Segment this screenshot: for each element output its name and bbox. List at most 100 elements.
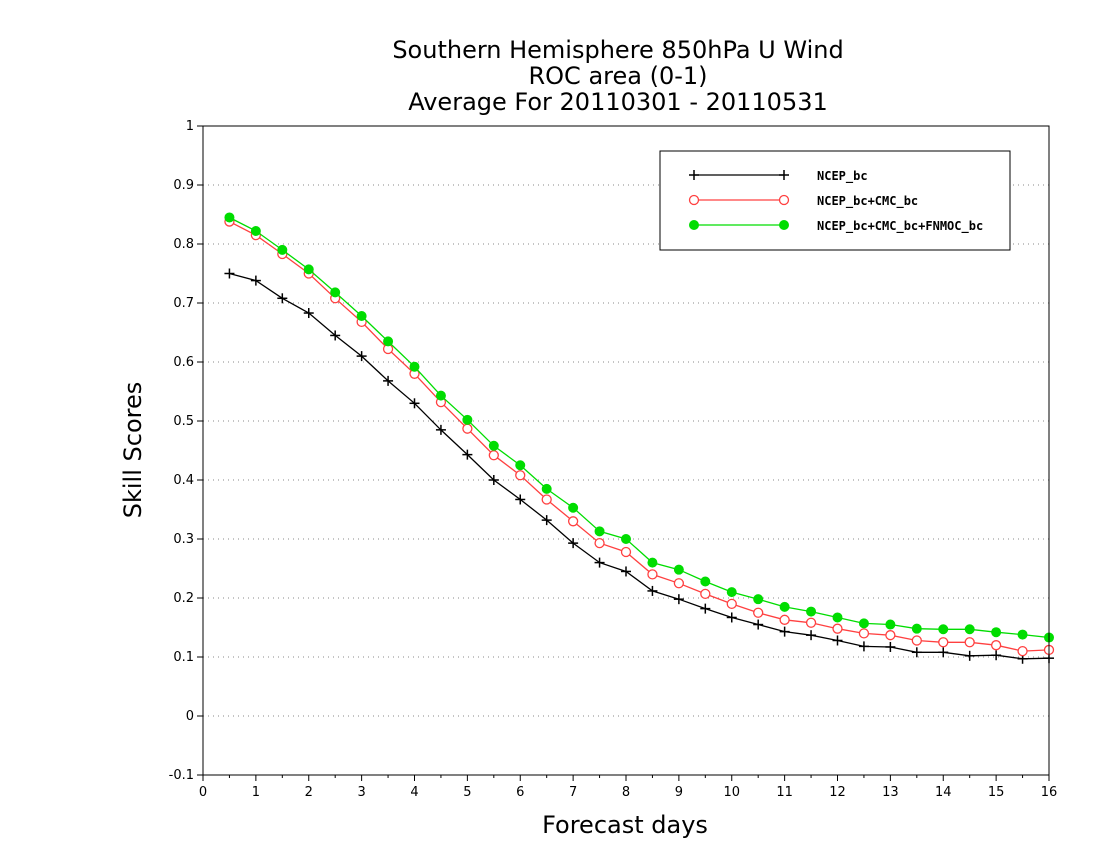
x-tick-label: 16 <box>1041 785 1058 800</box>
plus-marker <box>330 330 341 341</box>
plus-marker <box>409 398 420 409</box>
x-tick-label: 3 <box>357 785 365 800</box>
plus-marker <box>938 647 949 658</box>
series-2 <box>224 216 1055 657</box>
open-circle-marker <box>885 630 896 641</box>
axes: -0.100.10.20.30.40.50.60.70.80.910 1 2 3 4 5 6… <box>169 119 1058 800</box>
y-tick-label: 0.5 <box>173 414 194 429</box>
filled-circle-marker <box>858 618 869 629</box>
plus-marker <box>832 635 843 646</box>
open-circle-marker <box>964 637 975 648</box>
plus-marker <box>964 650 975 661</box>
x-tick-label: 0 <box>199 785 207 800</box>
open-circle-marker <box>673 578 685 589</box>
filled-circle-marker <box>689 220 699 230</box>
title-line-1: Southern Hemisphere 850hPa U Wind <box>392 36 843 64</box>
open-circle-marker <box>515 470 526 481</box>
x-tick-label: 12 <box>829 785 846 800</box>
series-line <box>229 216 1050 639</box>
plus-marker <box>515 494 526 505</box>
plus-marker <box>858 641 869 652</box>
y-tick-label: 0.6 <box>173 355 194 370</box>
plus-marker <box>356 351 367 362</box>
filled-circle-marker <box>673 564 684 575</box>
plus-marker <box>488 475 499 485</box>
plus-marker <box>303 308 314 319</box>
filled-circle-marker <box>647 557 658 568</box>
open-circle-marker <box>805 617 817 628</box>
filled-circle-marker <box>515 460 526 471</box>
filled-circle-marker <box>224 212 235 223</box>
filled-circle-marker <box>779 220 789 230</box>
filled-circle-marker <box>277 244 288 255</box>
x-tick-label: 6 <box>516 785 524 800</box>
plus-marker <box>700 603 711 614</box>
filled-circle-marker <box>832 612 843 623</box>
filled-circle-marker <box>726 587 737 598</box>
plus-marker <box>462 449 473 460</box>
filled-circle-marker <box>779 601 790 612</box>
open-circle-marker <box>726 598 737 610</box>
plus-marker <box>250 275 261 286</box>
filled-circle-marker <box>991 627 1002 638</box>
filled-circle-marker <box>409 361 420 372</box>
title-line-2: ROC area (0-1) <box>528 62 707 90</box>
y-tick-label: 1 <box>186 119 194 134</box>
filled-circle-marker <box>435 390 446 401</box>
plus-marker <box>779 170 789 180</box>
y-tick-label: 0.3 <box>173 532 194 547</box>
open-circle-marker <box>753 607 764 618</box>
filled-circle-marker <box>911 623 922 634</box>
open-circle-marker <box>688 194 700 206</box>
filled-circle-marker <box>594 526 605 537</box>
open-circle-marker <box>488 450 499 461</box>
y-tick-label: 0.7 <box>173 296 194 311</box>
filled-circle-marker <box>753 594 764 605</box>
open-circle-marker <box>938 637 949 648</box>
series-3 <box>224 212 1054 643</box>
open-circle-marker <box>911 635 922 646</box>
plus-marker <box>885 641 896 652</box>
legend-entry: NCEP_bc+CMC_bc+FNMOC_bc <box>689 219 983 234</box>
y-tick-label: 0.2 <box>173 591 194 606</box>
plus-marker <box>689 170 699 180</box>
plus-marker <box>673 594 684 605</box>
y-tick-label: 0.8 <box>173 237 194 252</box>
open-circle-marker <box>700 588 711 600</box>
filled-circle-marker <box>700 576 711 587</box>
filled-circle-marker <box>488 440 499 451</box>
legend-entry: NCEP_bc <box>689 169 868 184</box>
y-axis-label: Skill Scores <box>119 382 147 519</box>
plus-marker <box>753 619 764 630</box>
filled-circle-marker <box>964 624 975 635</box>
x-tick-label: 5 <box>463 785 471 800</box>
filled-circle-marker <box>250 226 261 237</box>
plus-marker <box>991 650 1002 661</box>
open-circle-marker <box>1017 645 1028 657</box>
y-tick-label: 0.1 <box>173 650 194 665</box>
y-tick-label: 0 <box>186 709 194 724</box>
x-axis-label: Forecast days <box>542 811 708 839</box>
plus-marker <box>277 293 288 304</box>
plus-marker <box>435 424 446 435</box>
filled-circle-marker <box>541 483 552 494</box>
open-circle-marker <box>832 623 843 634</box>
plus-marker <box>621 566 631 577</box>
plus-marker <box>568 538 579 549</box>
legend-entry: NCEP_bc+CMC_bc <box>688 194 918 209</box>
title-line-3: Average For 20110301 - 20110531 <box>408 88 828 116</box>
legend-label: NCEP_bc+CMC_bc+FNMOC_bc <box>817 219 983 234</box>
filled-circle-marker <box>383 336 394 347</box>
x-tick-label: 9 <box>675 785 683 800</box>
x-tick-label: 10 <box>723 785 740 800</box>
y-tick-label: -0.1 <box>169 768 194 783</box>
x-tick-label: 11 <box>776 785 793 800</box>
plus-marker <box>541 515 552 526</box>
series-1 <box>224 268 1054 664</box>
y-tick-label: 0.9 <box>173 178 194 193</box>
y-tick-label: 0.4 <box>173 473 194 488</box>
x-tick-label: 4 <box>410 785 418 800</box>
chart-title: Southern Hemisphere 850hPa U Wind ROC ar… <box>392 36 843 116</box>
grid-lines <box>203 184 1049 717</box>
